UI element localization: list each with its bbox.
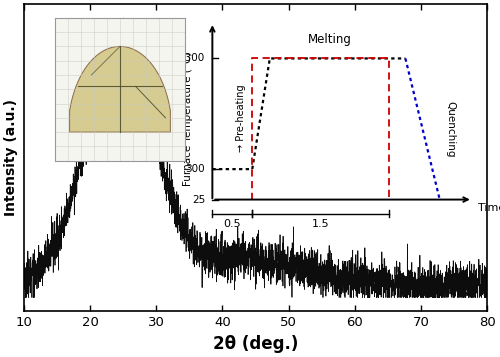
Text: → Pre-heating: → Pre-heating [236,85,246,152]
Text: 1300: 1300 [179,54,205,64]
Text: Quenching: Quenching [446,101,456,157]
Text: Furnace Temperature (°C): Furnace Temperature (°C) [183,51,193,186]
Text: 300: 300 [186,164,205,174]
Text: 1.5: 1.5 [312,219,330,229]
Text: 0.5: 0.5 [224,219,241,229]
Text: 25: 25 [192,195,205,205]
Text: Melting: Melting [308,33,352,46]
X-axis label: 2θ (deg.): 2θ (deg.) [213,335,298,353]
Text: Time (h): Time (h) [478,202,500,212]
Y-axis label: Intensity (a.u.): Intensity (a.u.) [4,99,18,216]
Polygon shape [70,46,170,132]
